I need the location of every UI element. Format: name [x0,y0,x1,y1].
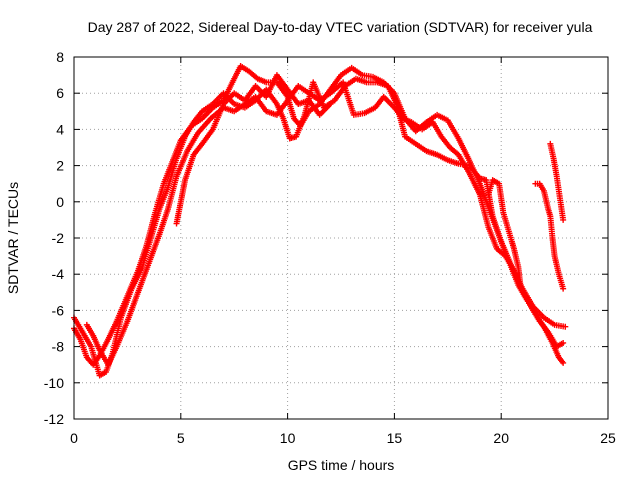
tick-layer: 0 5 10 15 20 25 -12 -10 -8 -6 -4 -2 0 2 4 6 8 [44,49,616,446]
grid-layer [74,57,608,419]
x-tick-label: 10 [280,430,296,446]
x-tick-label: 25 [600,430,616,446]
series-track-2 [71,75,567,379]
y-tick-label: -6 [52,302,65,318]
data-point [562,323,569,330]
y-tick-label: 0 [56,194,64,210]
y-tick-label: -4 [52,266,65,282]
data-point [517,282,524,289]
data-point [327,101,334,108]
y-tick-label: -12 [44,411,64,427]
y-tick-label: -2 [52,230,65,246]
y-axis-label: SDTVAR / TECUs [5,182,21,294]
y-tick-label: 8 [56,49,64,65]
chart-title: Day 287 of 2022, Sidereal Day-to-day VTE… [88,19,593,35]
series-track-5 [485,177,524,289]
series-track-4 [173,72,334,227]
y-tick-label: 2 [56,158,64,174]
x-tick-label: 20 [493,430,509,446]
y-tick-label: -8 [52,339,65,355]
series-track-6 [532,180,567,292]
data-point [560,216,567,223]
x-tick-label: 15 [387,430,403,446]
y-tick-label: 4 [56,121,64,137]
x-tick-label: 5 [177,430,185,446]
y-tick-label: -10 [44,375,64,391]
x-axis-label: GPS time / hours [288,457,395,473]
series-track-7 [547,140,567,223]
x-tick-label: 0 [70,430,78,446]
data-point [560,339,567,346]
data-point [560,285,567,292]
y-tick-label: 6 [56,85,64,101]
data-point [560,359,567,366]
series-layer [71,63,569,379]
